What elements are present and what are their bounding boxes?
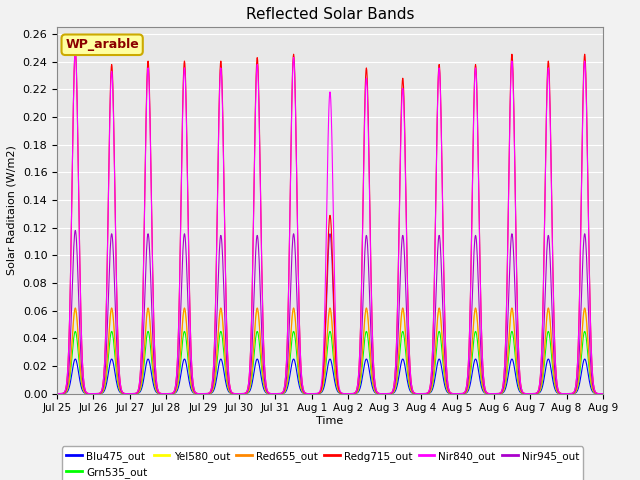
Text: WP_arable: WP_arable [65, 38, 139, 51]
Title: Reflected Solar Bands: Reflected Solar Bands [246, 7, 414, 22]
Legend: Blu475_out, Grn535_out, Yel580_out, Red655_out, Redg715_out, Nir840_out, Nir945_: Blu475_out, Grn535_out, Yel580_out, Red6… [62, 446, 583, 480]
X-axis label: Time: Time [316, 416, 344, 426]
Y-axis label: Solar Raditaion (W/m2): Solar Raditaion (W/m2) [7, 145, 17, 276]
